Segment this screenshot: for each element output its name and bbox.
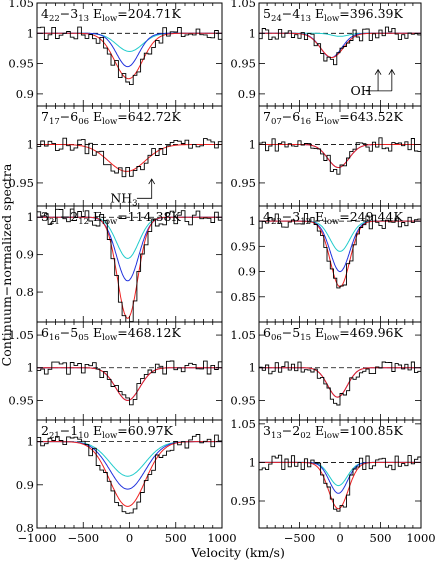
transition-label: 606−515 Elow=469.96K — [263, 325, 403, 343]
y-tick-label: 0.9 — [238, 87, 256, 101]
y-axis-label: Continuum−normalized spectra — [0, 163, 14, 366]
model-blue — [37, 367, 222, 401]
y-tick-label: 0.95 — [230, 239, 256, 253]
model-cyan — [259, 461, 421, 487]
panel-2: 1.05 1 0.95 0.9 524−413 Elow=396.39K OH — [230, 0, 422, 107]
model-total — [259, 144, 421, 168]
transition-label: 717−606 Elow=642.72K — [41, 109, 181, 127]
y-tick-label: 0.8 — [16, 521, 34, 535]
panel-7: 1.05 1 0.95 616−505 Elow=468.12K — [8, 321, 223, 421]
model-cyan — [37, 32, 222, 53]
model-cyan — [37, 441, 222, 477]
model-blue — [259, 220, 421, 273]
y-tick-label: 1 — [27, 435, 34, 449]
panel-grid: 1.05 1 0.95 0.9 422−313 Elow=204.71K 1.05 1 0.9… — [8, 0, 435, 545]
model-blue — [259, 144, 421, 168]
y-tick-label: 0.85 — [230, 290, 256, 304]
y-tick-label: 1 — [27, 137, 34, 151]
panel-3: 1 0.95 717−606 Elow=642.72K NH3 — [8, 105, 223, 208]
transition-label: 423−312 Elow=249.44K — [263, 209, 403, 227]
panel-6: 1 0.95 0.9 0.85 423−312 Elow=249.44K — [230, 205, 422, 323]
panel-5: 1 0.9 0.8 321−212 Elow=114.38K — [16, 205, 223, 323]
y-tick-label: 1 — [27, 210, 34, 224]
observed-spectrum — [259, 454, 421, 512]
model-blue — [37, 216, 222, 282]
y-tick-label: 1 — [27, 361, 34, 375]
y-tick-label: 1.05 — [230, 0, 256, 10]
observed-spectrum — [259, 361, 421, 406]
y-tick-label: 1 — [249, 214, 256, 228]
y-tick-label: 0.9 — [238, 265, 256, 279]
observed-spectrum — [37, 434, 222, 514]
y-tick-label: 0.95 — [8, 57, 34, 71]
model-total — [259, 220, 421, 288]
transition-label: 321−212 Elow=114.38K — [41, 209, 181, 227]
y-tick-label: 1.05 — [230, 328, 256, 342]
transition-label: 616−505 Elow=468.12K — [41, 325, 181, 343]
model-total — [37, 32, 222, 80]
model-total — [37, 216, 222, 319]
transition-label: 422−313 Elow=204.71K — [41, 6, 181, 24]
y-tick-label: 1.05 — [230, 417, 256, 431]
transition-label: 313−202 Elow=100.85K — [263, 423, 403, 441]
observed-spectrum — [37, 137, 222, 178]
y-tick-label: 0.95 — [230, 176, 256, 190]
x-tick-label: 500 — [370, 531, 392, 545]
oh-annotation: OH — [350, 83, 371, 98]
y-tick-label: 1 — [249, 361, 256, 375]
observed-spectrum — [37, 208, 222, 322]
x-tick-label: −500 — [284, 531, 316, 545]
y-tick-label: 1.05 — [8, 0, 34, 10]
y-tick-label: 0.95 — [230, 57, 256, 71]
observed-spectrum — [259, 137, 421, 175]
y-tick-label: 1 — [249, 26, 256, 40]
y-tick-label: 1 — [27, 26, 34, 40]
y-tick-label: 1 — [249, 455, 256, 469]
nh3-annotation: NH3 — [110, 190, 137, 208]
x-tick-label: 0 — [336, 531, 343, 545]
x-tick-label: 1000 — [406, 531, 435, 545]
transition-label: 707−616 Elow=643.52K — [263, 109, 403, 127]
panel-10: 1.05 1 0.95 313−202 Elow=100.85K −500 0 500 100… — [230, 417, 435, 545]
model-blue — [259, 367, 421, 398]
y-tick-label: 0.9 — [16, 87, 34, 101]
panel-9: 1 0.9 0.8 221−110 Elow=60.97K −1000 −500 0 500 1… — [16, 419, 237, 545]
transition-label: 221−110 Elow=60.97K — [41, 423, 174, 441]
model-cyan — [259, 220, 421, 252]
y-tick-label: 0.95 — [8, 393, 34, 407]
y-tick-label: 0.95 — [230, 494, 256, 508]
x-tick-label: 0 — [126, 531, 133, 545]
y-tick-label: 0.95 — [8, 176, 34, 190]
model-total — [37, 367, 222, 401]
observed-spectrum — [259, 26, 421, 66]
x-tick-label: −500 — [67, 531, 99, 545]
observed-spectrum — [37, 360, 222, 406]
model-blue — [37, 441, 222, 490]
y-tick-label: 0.8 — [16, 285, 34, 299]
x-tick-label: −1000 — [18, 531, 57, 545]
model-total — [259, 367, 421, 398]
model-blue — [259, 461, 421, 494]
x-tick-label: 500 — [165, 531, 187, 545]
observed-spectrum — [259, 213, 421, 289]
transition-label: 524−413 Elow=396.39K — [263, 6, 403, 24]
model-total — [37, 441, 222, 507]
panel-8: 1.05 1 0.95 606−515 Elow=469.96K — [230, 321, 422, 421]
y-tick-label: 0.95 — [230, 393, 256, 407]
y-tick-label: 0.9 — [16, 478, 34, 492]
y-tick-label: 1 — [249, 137, 256, 151]
x-tick-label: 1000 — [207, 531, 236, 545]
observed-spectrum — [37, 26, 222, 86]
panel-1: 1.05 1 0.95 0.9 422−313 Elow=204.71K — [8, 0, 223, 107]
y-tick-label: 0.9 — [16, 248, 34, 262]
panel-4: 1 0.95 707−616 Elow=643.52K — [230, 105, 422, 207]
x-axis-label: Velocity (km/s) — [190, 545, 285, 560]
model-blue — [37, 32, 222, 68]
y-tick-label: 1.05 — [8, 328, 34, 342]
